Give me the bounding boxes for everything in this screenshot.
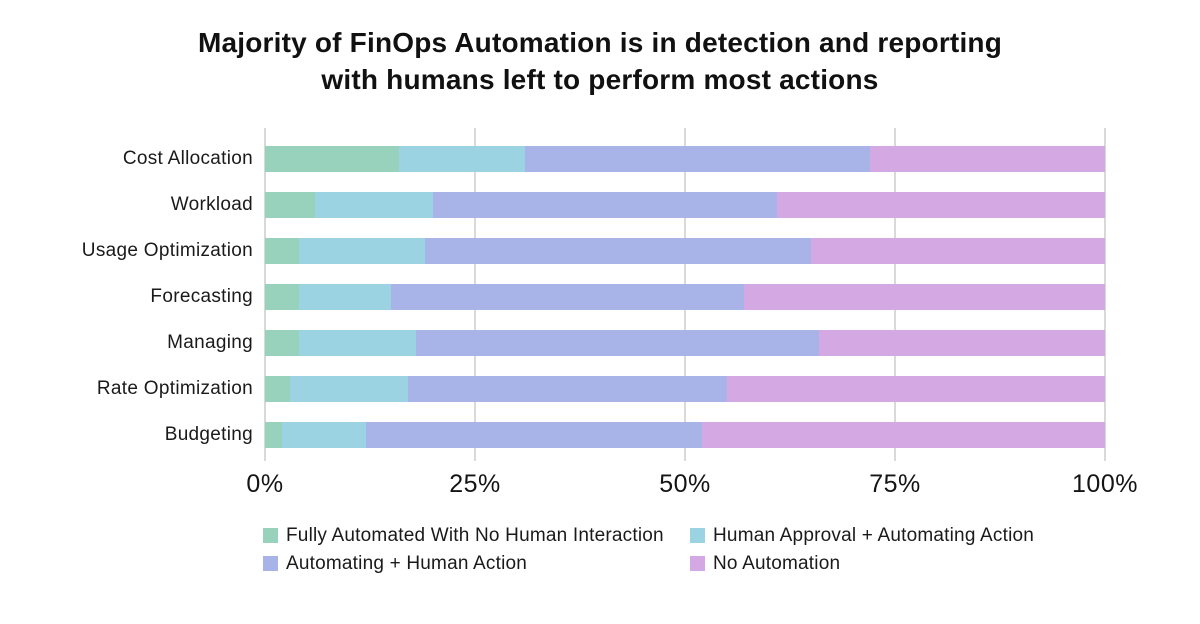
chart-title: Majority of FinOps Automation is in dete… [0, 24, 1200, 98]
bar-segment [743, 284, 1105, 310]
stacked-bar [265, 284, 1105, 310]
bar-segment [265, 146, 400, 172]
category-label: Managing [167, 332, 253, 353]
x-tick-label: 25% [449, 470, 501, 498]
bar-segment [810, 238, 1105, 264]
category-label: Cost Allocation [122, 148, 253, 169]
bar-segment [407, 376, 727, 402]
category-label: Forecasting [150, 286, 253, 307]
bar-segment [432, 192, 778, 218]
legend-color-swatch [690, 528, 705, 543]
stacked-bar [265, 238, 1105, 264]
chart-row: Workload [0, 192, 1105, 218]
legend-item: Human Approval + Automating Action [690, 524, 1035, 546]
legend-item-label: Automating + Human Action [286, 552, 528, 574]
chart-row: Cost Allocation [0, 146, 1105, 172]
chart-title-line2: with humans left to perform most actions [321, 64, 879, 95]
bar-segment [265, 284, 299, 310]
gridline [1104, 128, 1106, 461]
bar-segment [416, 330, 820, 356]
bar-segment [265, 422, 282, 448]
legend-color-swatch [690, 556, 705, 571]
bar-segment [315, 192, 433, 218]
legend-item-label: Human Approval + Automating Action [713, 524, 1035, 546]
bar-segment [298, 238, 425, 264]
legend-item: No Automation [690, 552, 1034, 574]
stacked-bar [265, 330, 1105, 356]
bar-segment [777, 192, 1105, 218]
bar-segment [819, 330, 1105, 356]
chart-row: Forecasting [0, 284, 1105, 310]
bar-segment [390, 284, 744, 310]
bar-segment [265, 330, 299, 356]
category-label: Usage Optimization [81, 240, 253, 261]
chart-title-line1: Majority of FinOps Automation is in dete… [197, 27, 1003, 58]
chart-row: Usage Optimization [0, 238, 1105, 264]
x-tick-label: 75% [869, 470, 921, 498]
x-tick-label: 100% [1072, 470, 1138, 498]
stacked-bar [265, 146, 1105, 172]
bar-segment [265, 238, 299, 264]
stacked-bar [265, 192, 1105, 218]
bar-segment [298, 330, 417, 356]
chart-row: Budgeting [0, 422, 1105, 448]
legend-color-swatch [263, 528, 278, 543]
bar-segment [365, 422, 702, 448]
chart-row: Rate Optimization [0, 376, 1105, 402]
legend-item-label: Fully Automated With No Human Interactio… [286, 524, 664, 546]
bar-segment [399, 146, 526, 172]
legend-item: Fully Automated With No Human Interactio… [263, 524, 690, 546]
chart-row: Managing [0, 330, 1105, 356]
bar-segment [726, 376, 1105, 402]
stacked-bar [265, 422, 1105, 448]
bar-segment [265, 192, 316, 218]
bar-segment [424, 238, 811, 264]
bar-segment [281, 422, 366, 448]
x-tick-label: 0% [246, 470, 284, 498]
legend-item: Automating + Human Action [263, 552, 690, 574]
bar-segment [869, 146, 1105, 172]
category-label: Rate Optimization [96, 378, 253, 399]
legend-item-label: No Automation [713, 552, 841, 574]
bar-rows: Cost Allocation Workload Usage Optimizatio… [0, 146, 1105, 468]
bar-segment [701, 422, 1105, 448]
stacked-bar [265, 376, 1105, 402]
legend: Fully Automated With No Human Interactio… [263, 524, 1035, 574]
bar-segment [525, 146, 870, 172]
bar-segment [290, 376, 408, 402]
x-tick-label: 50% [659, 470, 711, 498]
category-label: Workload [170, 194, 253, 215]
bar-segment [298, 284, 391, 310]
legend-color-swatch [263, 556, 278, 571]
category-label: Budgeting [164, 424, 253, 445]
bar-segment [265, 376, 291, 402]
